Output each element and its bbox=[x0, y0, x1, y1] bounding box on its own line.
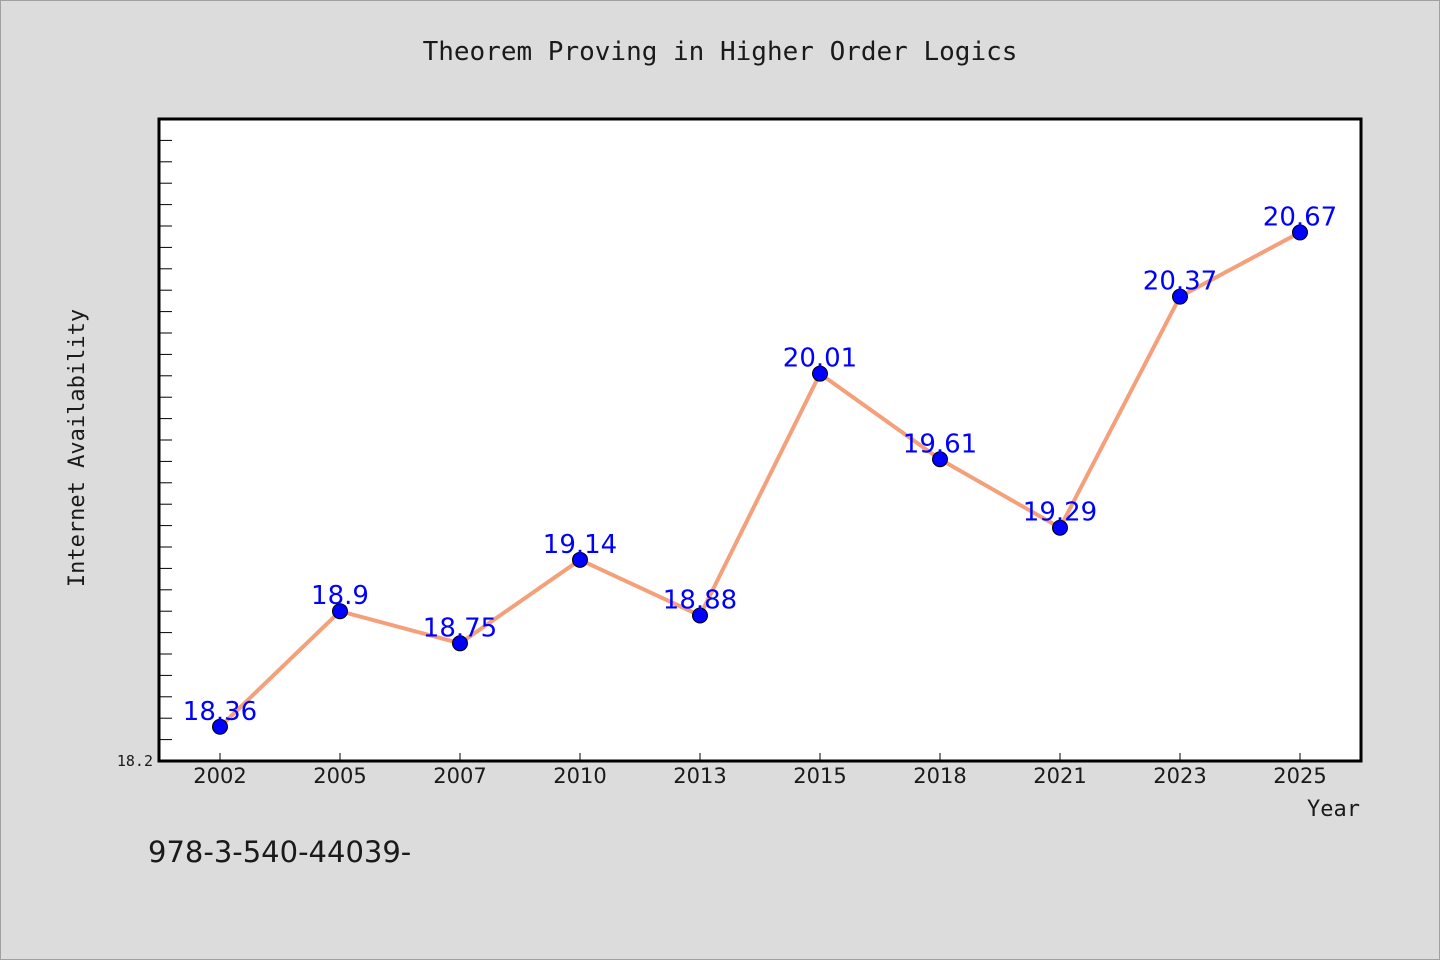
plot-frame bbox=[157, 117, 1363, 763]
x-tick-label: 2015 bbox=[793, 764, 846, 788]
x-tick-labels: 2002 2005 2007 2010 2013 2015 2018 2021 2023 2025 bbox=[193, 764, 1326, 788]
data-point bbox=[572, 551, 588, 568]
data-label: 18.9 bbox=[311, 581, 369, 611]
series-markers bbox=[212, 224, 1308, 735]
series-line bbox=[218, 230, 1302, 729]
data-point bbox=[692, 607, 708, 624]
data-label: 20.37 bbox=[1143, 267, 1217, 297]
data-labels: 18.36 18.9 18.75 19.14 18.88 20.01 19.61 19.29 2… bbox=[183, 202, 1337, 726]
data-label: 18.88 bbox=[663, 585, 737, 615]
data-point bbox=[812, 365, 828, 382]
data-label: 20.67 bbox=[1263, 202, 1337, 232]
chart-title: Theorem Proving in Higher Order Logics bbox=[423, 37, 1018, 67]
data-point bbox=[332, 603, 348, 620]
data-point bbox=[452, 635, 468, 652]
data-point bbox=[1292, 224, 1308, 241]
y-tick-label: 18.2 bbox=[117, 752, 153, 770]
x-tick-label: 2005 bbox=[313, 764, 366, 788]
x-tick-label: 2010 bbox=[553, 764, 606, 788]
y-axis-ticks bbox=[159, 139, 172, 741]
data-point bbox=[212, 718, 228, 735]
data-point bbox=[1052, 519, 1068, 536]
x-tick-label: 2025 bbox=[1273, 764, 1326, 788]
x-tick-label: 2013 bbox=[673, 764, 726, 788]
x-tick-label: 2018 bbox=[913, 764, 966, 788]
x-tick-label: 2021 bbox=[1033, 764, 1086, 788]
footer-text: 978-3-540-44039- bbox=[148, 835, 411, 869]
x-tick-label: 2007 bbox=[433, 764, 486, 788]
data-label: 18.75 bbox=[423, 613, 497, 643]
data-label: 20.01 bbox=[783, 344, 857, 374]
data-point bbox=[1172, 288, 1188, 305]
data-label: 19.14 bbox=[543, 530, 617, 560]
data-point bbox=[932, 451, 948, 468]
y-axis-label: Internet Availability bbox=[65, 309, 90, 587]
data-label: 19.29 bbox=[1023, 498, 1097, 528]
x-tick-label: 2023 bbox=[1153, 764, 1206, 788]
x-tick-label: 2002 bbox=[193, 764, 246, 788]
plot-area bbox=[159, 119, 1361, 761]
x-axis-label: Year bbox=[1307, 797, 1360, 822]
data-label: 19.61 bbox=[903, 429, 977, 459]
data-label: 18.36 bbox=[183, 697, 257, 727]
